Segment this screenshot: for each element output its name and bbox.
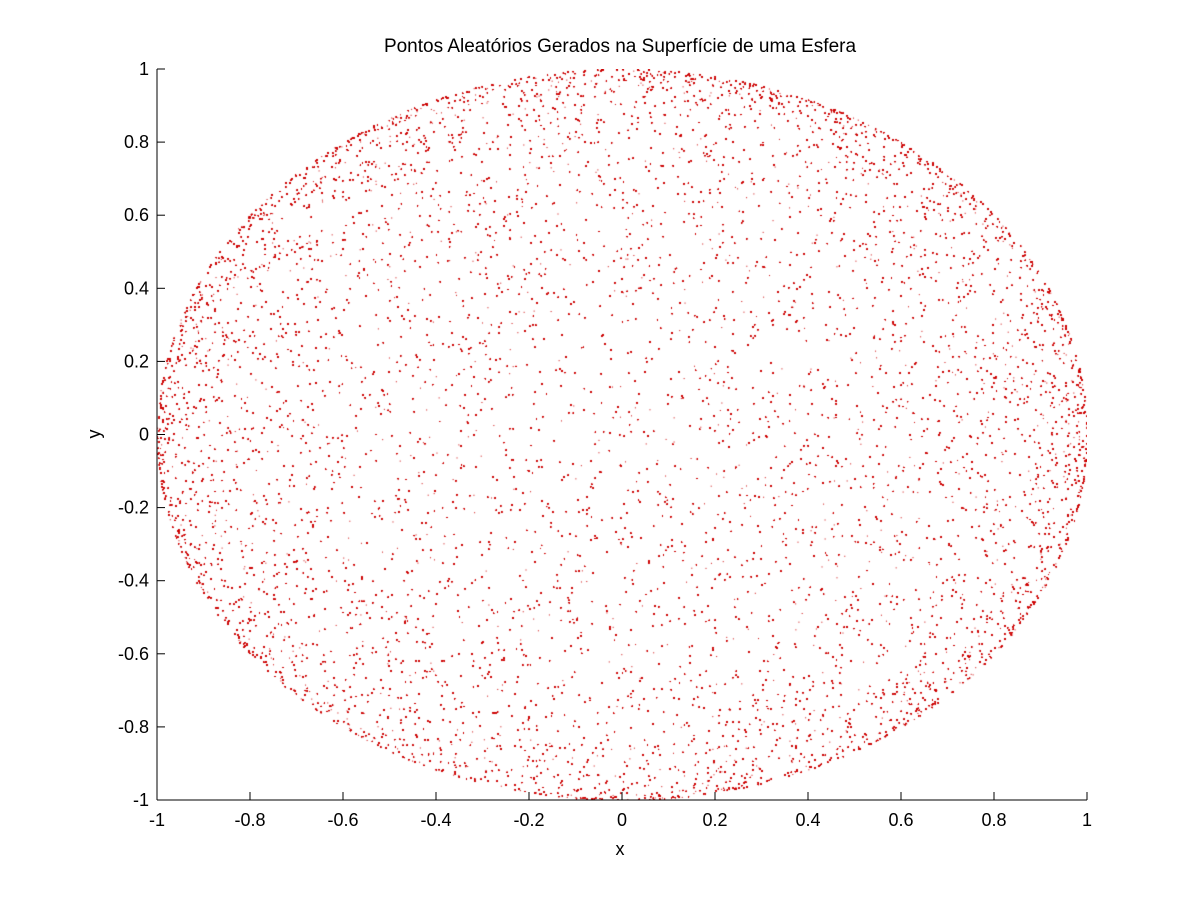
y-tick-label: -0.4 [118, 571, 149, 591]
y-tick-label: 1 [139, 59, 149, 79]
y-tick-label: -1 [133, 790, 149, 810]
x-tick-label: 0.8 [981, 810, 1006, 830]
chart-title: Pontos Aleatórios Gerados na Superfície … [384, 36, 857, 57]
y-tick-label: 0.2 [124, 351, 149, 371]
y-tick-label: -0.6 [118, 644, 149, 664]
x-tick-label: -0.6 [327, 810, 358, 830]
y-axis-label: y [84, 430, 104, 439]
x-tick-label: -0.8 [234, 810, 265, 830]
x-tick-label: 0.2 [702, 810, 727, 830]
x-tick-label: 0.6 [888, 810, 913, 830]
x-ticks: -1 -0.8 -0.6 -0.4 -0.2 0 0.2 0.4 0.6 0.8 1 [149, 792, 1092, 830]
x-tick-label: 0 [617, 810, 627, 830]
y-tick-label: -0.2 [118, 498, 149, 518]
y-ticks: -1 -0.8 -0.6 -0.4 -0.2 0 0.2 0.4 0.6 0.8 1 [118, 59, 165, 810]
y-tick-label: -0.8 [118, 717, 149, 737]
x-tick-label: -1 [149, 810, 165, 830]
x-axis-label: x [616, 839, 625, 859]
y-tick-label: 0 [139, 425, 149, 445]
x-tick-label: -0.2 [513, 810, 544, 830]
x-tick-label: 1 [1082, 810, 1092, 830]
x-tick-label: 0.4 [795, 810, 820, 830]
y-tick-label: 0.6 [124, 205, 149, 225]
y-tick-label: 0.4 [124, 278, 149, 298]
scatter-points [157, 69, 1087, 800]
y-tick-label: 0.8 [124, 132, 149, 152]
x-tick-label: -0.4 [420, 810, 451, 830]
